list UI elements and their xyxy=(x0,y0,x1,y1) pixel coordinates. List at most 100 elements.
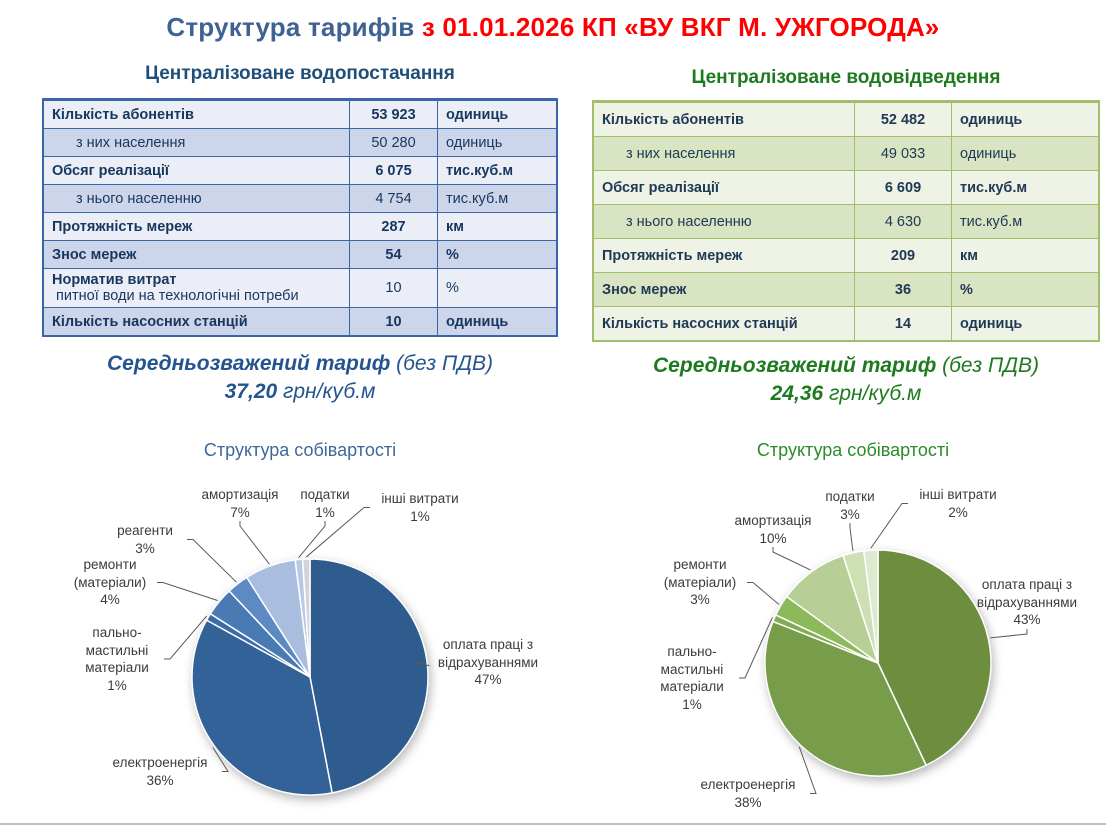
pie-slice xyxy=(301,558,311,678)
row-label: з них населення xyxy=(76,134,186,151)
row-value: 52 482 xyxy=(854,103,951,136)
row-value: 6 609 xyxy=(854,171,951,204)
callout-value: 36% xyxy=(146,772,174,788)
table-row: Норматив витрат питної води на технологі… xyxy=(44,268,556,307)
callout-value: 1% xyxy=(682,696,702,712)
row-label: Протяжність мереж xyxy=(602,247,743,264)
pie-callout-repairs: ремонти (матеріали) 3% xyxy=(653,556,747,609)
pie-callout-leader-line xyxy=(870,503,908,549)
callout-value: 47% xyxy=(474,672,502,688)
callout-value: 38% xyxy=(734,794,762,810)
callout-value: 10% xyxy=(759,530,787,546)
row-label: Кількість абонентів xyxy=(52,106,194,123)
row-value: 209 xyxy=(854,239,951,272)
row-label: Знос мереж xyxy=(602,281,687,298)
callout-value: 7% xyxy=(230,504,250,520)
row-unit: одиниць xyxy=(951,307,1098,340)
pie-callout-amortization: амортизація 10% xyxy=(717,512,829,547)
callout-label: податки xyxy=(825,489,875,504)
callout-label: ремонти (матеріали) xyxy=(73,557,147,590)
row-value: 287 xyxy=(349,213,437,240)
pie-callout-leader-line xyxy=(747,582,780,605)
table-row: Кількість насосних станцій 10 одиниць xyxy=(44,307,556,335)
avg-tariff-water-supply: Середньозважений тариф (без ПДВ) 37,20 г… xyxy=(40,350,560,405)
tariff-caption: Середньозважений тариф (без ПДВ) xyxy=(107,352,493,375)
row-unit: одиниць xyxy=(951,137,1098,170)
row-unit: тис.куб.м xyxy=(437,157,556,184)
callout-value: 3% xyxy=(690,592,710,608)
chart-title: Структура собівартості xyxy=(203,440,397,460)
pie-callout-other: інші витрати 1% xyxy=(370,490,470,525)
pie-slice xyxy=(863,549,879,664)
pie-callout-salary: оплата праці з відрахуваннями 47% xyxy=(422,636,554,689)
row-label: Обсяг реалізації xyxy=(52,162,169,179)
section-heading-wastewater: Централізоване водовідведення xyxy=(691,67,1001,88)
pie-callout-leader-line xyxy=(798,746,817,794)
callout-label: оплата праці з відрахуваннями xyxy=(976,577,1078,610)
pie-callout-fuel: пально-мастильні матеріали 1% xyxy=(70,624,164,694)
callout-label: електроенергія xyxy=(112,755,208,770)
pie-callout-leader-line xyxy=(164,615,208,660)
table-row: Обсяг реалізації 6 609 тис.куб.м xyxy=(594,170,1098,204)
table-row: Кількість насосних станцій 14 одиниць xyxy=(594,306,1098,340)
row-unit: км xyxy=(951,239,1098,272)
page-title-main: Структура тарифів xyxy=(166,12,415,42)
cost-structure-chart-water-supply: Структура собівартості амортизація 7% по… xyxy=(40,430,560,830)
table-row: Обсяг реалізації 6 075 тис.куб.м xyxy=(44,156,556,184)
pie-chart xyxy=(157,507,430,796)
callout-value: 3% xyxy=(135,540,155,556)
pie-callout-leader-line xyxy=(157,582,218,601)
row-unit: одиниць xyxy=(951,103,1098,136)
tariff-value-line: 24,36 грн/куб.м xyxy=(770,381,922,405)
callout-label: електроенергія xyxy=(700,777,796,792)
callout-value: 1% xyxy=(410,508,430,524)
row-unit: одиниць xyxy=(437,308,556,335)
callout-label: реагенти xyxy=(117,523,173,538)
row-unit: км xyxy=(437,213,556,240)
page-title-date-company: з 01.01.2026 КП «ВУ ВКГ М. УЖГОРОДА» xyxy=(414,12,940,42)
pie-slice xyxy=(785,554,879,664)
row-label: з нього населенню xyxy=(626,213,752,230)
callout-label: амортизація xyxy=(734,513,812,528)
pie-slice xyxy=(191,619,333,796)
callout-label: інші витрати xyxy=(919,487,997,502)
table-row: Протяжність мереж 209 км xyxy=(594,238,1098,272)
row-value: 54 xyxy=(349,241,437,268)
section-heading-water-supply: Централізоване водопостачання xyxy=(145,63,455,84)
table-row: Знос мереж 36 % xyxy=(594,272,1098,306)
row-value: 10 xyxy=(349,308,437,335)
row-unit: одиниць xyxy=(437,101,556,128)
row-unit: % xyxy=(437,241,556,268)
table-row: з них населення 50 280 одиниць xyxy=(44,128,556,156)
row-value: 36 xyxy=(854,273,951,306)
pie-callout-reagents: реагенти 3% xyxy=(103,522,187,557)
pie-callout-electricity: електроенергія 38% xyxy=(686,776,810,811)
row-value: 50 280 xyxy=(349,129,437,156)
row-unit: тис.куб.м xyxy=(437,185,556,212)
callout-value: 4% xyxy=(100,592,120,608)
pie-callout-leader-line xyxy=(772,547,811,571)
pie-callout-leader-line xyxy=(298,521,326,558)
callout-value: 1% xyxy=(315,504,335,520)
table-row: з них населення 49 033 одиниць xyxy=(594,136,1098,170)
pie-callout-electricity: електроенергія 36% xyxy=(98,754,222,789)
row-label: Кількість абонентів xyxy=(602,111,744,128)
pie-callout-repairs: ремонти (матеріали) 4% xyxy=(63,556,157,609)
row-value: 10 xyxy=(349,269,437,307)
row-label: Кількість насосних станцій xyxy=(602,315,798,332)
callout-label: ремонти (матеріали) xyxy=(663,557,737,590)
callout-value: 1% xyxy=(107,677,127,693)
pie-slice xyxy=(764,620,927,777)
row-value: 14 xyxy=(854,307,951,340)
callout-label: пально-мастильні матеріали xyxy=(85,625,149,676)
bottom-divider xyxy=(0,823,1106,825)
row-unit: одиниць xyxy=(437,129,556,156)
row-label: з них населення xyxy=(626,145,736,162)
callout-label: податки xyxy=(300,487,350,502)
pie-callout-leader-line xyxy=(305,507,370,558)
pie-callout-leader-line xyxy=(187,539,237,583)
callout-value: 3% xyxy=(840,506,860,522)
pie-callout-fuel: пально-мастильні матеріали 1% xyxy=(645,643,739,713)
table-row: Кількість абонентів 52 482 одиниць xyxy=(594,102,1098,136)
